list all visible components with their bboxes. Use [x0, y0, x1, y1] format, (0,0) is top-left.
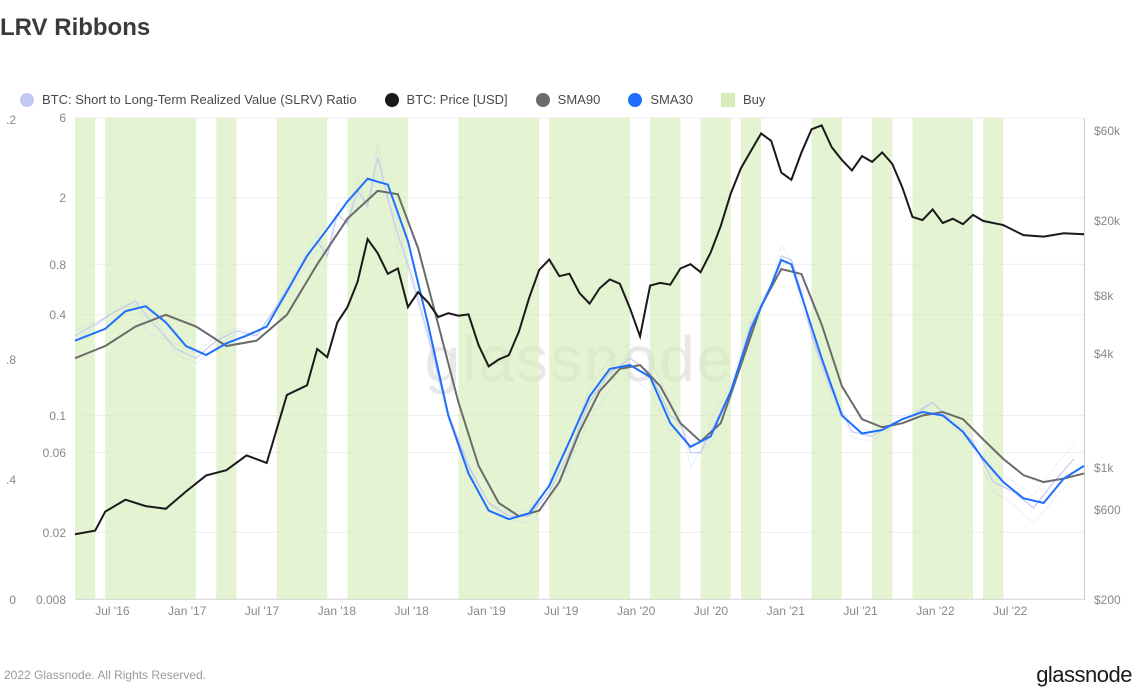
x-axis: Jul '16Jan '17Jul '17Jan '18Jul '18Jan '…: [75, 604, 1085, 624]
y-axis-secondary: 0.4.8.2: [0, 118, 20, 628]
legend-label: SMA90: [558, 92, 601, 107]
chart-area: 0.4.8.2 0.0080.020.060.10.40.826 $200$60…: [0, 118, 1140, 628]
brand-logo: glassnode: [1036, 662, 1132, 688]
legend-label: BTC: Short to Long-Term Realized Value (…: [42, 92, 357, 107]
legend-swatch: [385, 93, 399, 107]
legend-label: BTC: Price [USD]: [407, 92, 508, 107]
legend-label: SMA30: [650, 92, 693, 107]
y-axis-right: $200$600$1k$4k$8k$20k$60k: [1090, 118, 1140, 628]
legend-item: SMA30: [628, 92, 693, 107]
legend-swatch: [628, 93, 642, 107]
legend-swatch: [20, 93, 34, 107]
legend-item: Buy: [721, 92, 765, 107]
legend: BTC: Short to Long-Term Realized Value (…: [20, 92, 765, 107]
legend-item: BTC: Short to Long-Term Realized Value (…: [20, 92, 357, 107]
plot-area[interactable]: glassnode: [75, 118, 1085, 600]
legend-item: BTC: Price [USD]: [385, 92, 508, 107]
legend-swatch: [721, 93, 735, 107]
legend-swatch: [536, 93, 550, 107]
chart-title: LRV Ribbons: [0, 14, 150, 42]
y-axis-left: 0.0080.020.060.10.40.826: [30, 118, 70, 628]
legend-label: Buy: [743, 92, 765, 107]
plot-svg: [75, 118, 1084, 599]
legend-item: SMA90: [536, 92, 601, 107]
copyright: 2022 Glassnode. All Rights Reserved.: [4, 668, 206, 682]
